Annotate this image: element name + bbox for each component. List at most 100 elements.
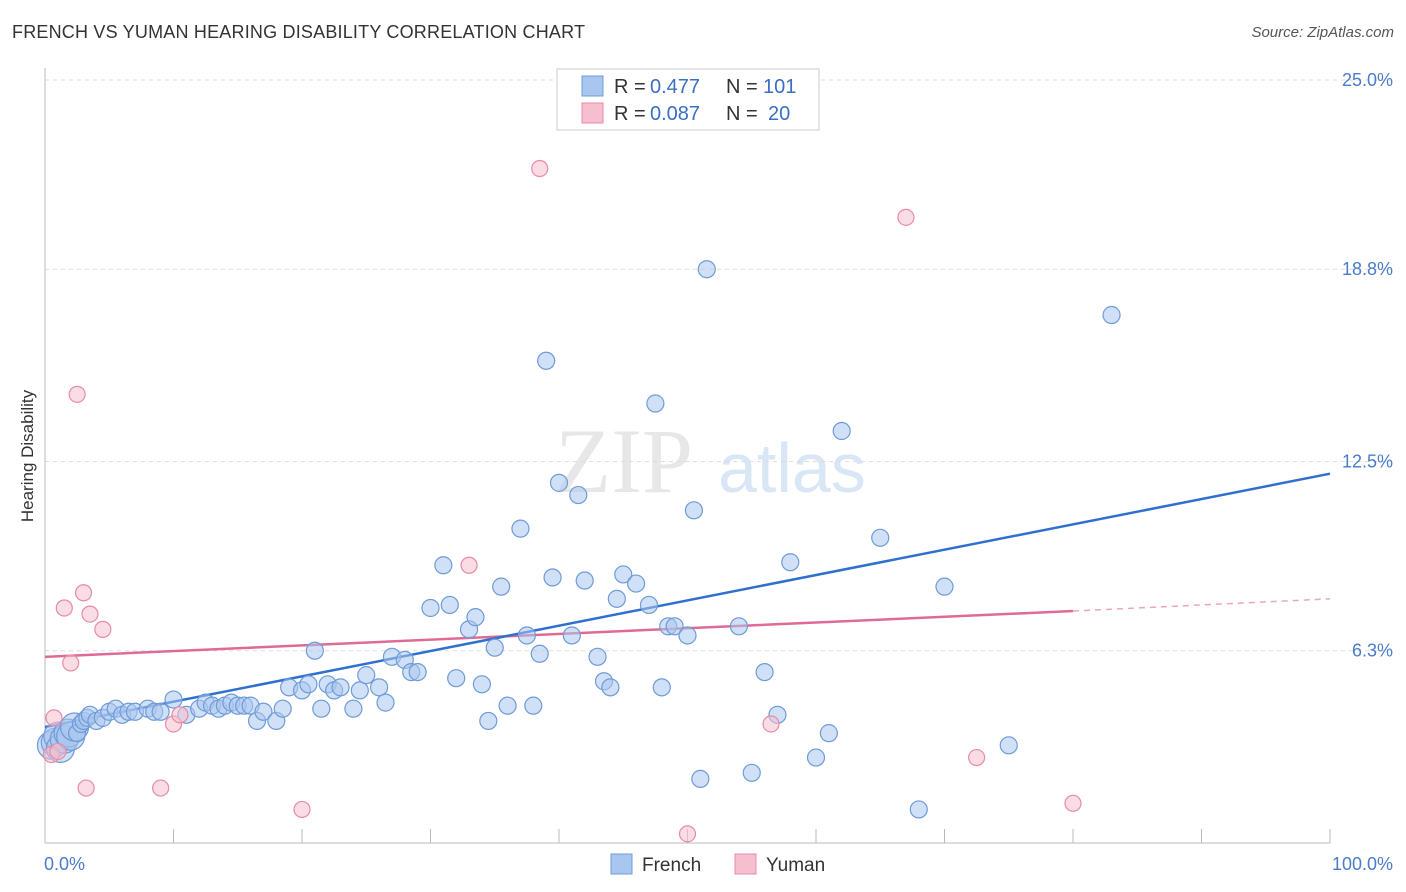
bottom-legend-french-swatch [610, 853, 633, 875]
french-point-40 [299, 675, 318, 694]
yuman-point-5 [68, 385, 86, 403]
french-point-22 [151, 702, 170, 721]
french-point-67 [517, 626, 536, 645]
yuman-point-9 [94, 620, 112, 638]
x-tick-label-1: 100.0% [1332, 854, 1393, 874]
y-tick-label-0: 6.3% [1352, 641, 1393, 661]
bottom-legend-french-label: French [642, 855, 701, 876]
french-point-50 [376, 693, 395, 712]
french-point-58 [447, 669, 466, 688]
french-point-88 [684, 501, 704, 520]
french-point-83 [646, 394, 665, 413]
french-point-74 [569, 485, 588, 505]
french-point-81 [626, 574, 646, 593]
yuman-point-14 [460, 556, 478, 574]
french-point-71 [543, 568, 562, 587]
french-point-98 [832, 421, 851, 441]
yuman-point-7 [77, 779, 95, 797]
bottom-legend-yuman-label: Yuman [766, 855, 825, 876]
points-group [36, 159, 1121, 843]
legend-french-r-label: R = [614, 76, 646, 98]
yuman-point-15 [531, 159, 549, 178]
french-point-47 [350, 681, 369, 700]
legend-yuman-n-label: N = [726, 103, 758, 125]
yuman-point-16 [678, 825, 697, 843]
french-point-64 [492, 577, 511, 596]
french-point-73 [562, 626, 581, 645]
top-legend: R = 0.477 N = 101 R = 0.087 N = 20 [556, 68, 820, 131]
french-point-79 [607, 589, 626, 608]
french-point-84 [652, 678, 671, 697]
axes [44, 68, 1331, 844]
french-point-66 [511, 519, 530, 538]
french-trend-group [44, 472, 1331, 729]
french-point-72 [549, 473, 569, 492]
chart-title: FRENCH VS YUMAN HEARING DISABILITY CORRE… [12, 22, 586, 42]
bottom-legend-yuman-swatch [734, 853, 757, 875]
french-point-95 [781, 553, 800, 572]
french-point-23 [164, 690, 183, 709]
french-point-101 [935, 577, 954, 596]
y-axis-label: Hearing Disability [18, 389, 37, 522]
french-point-62 [479, 711, 498, 731]
french-point-54 [408, 662, 427, 682]
x-tick-label-0: 0.0% [44, 854, 85, 874]
yuman-point-8 [81, 605, 99, 623]
yuman-point-10 [152, 779, 170, 797]
french-point-99 [871, 528, 890, 547]
french-point-87 [678, 626, 697, 645]
legend-french-n-label: N = [726, 76, 758, 98]
french-point-103 [1102, 305, 1121, 325]
yuman-point-1 [45, 709, 63, 727]
french-point-100 [909, 800, 928, 819]
french-point-80 [614, 565, 633, 584]
chart-source: Source: ZipAtlas.com [1251, 24, 1394, 41]
legend-yuman-swatch [581, 102, 604, 124]
yuman-point-12 [171, 706, 189, 724]
french-point-60 [466, 608, 485, 627]
watermark-atlas: atlas [718, 429, 866, 507]
french-point-78 [601, 678, 620, 697]
y-tick-label-3: 25.0% [1342, 70, 1393, 90]
french-point-46 [344, 699, 363, 718]
french-point-65 [498, 696, 517, 715]
french-point-75 [575, 571, 594, 590]
y-tick-label-2: 18.8% [1342, 259, 1393, 279]
legend-yuman-r-label: R = [614, 103, 646, 125]
legend-french-r-value: 0.477 [650, 76, 700, 98]
yuman-point-4 [62, 654, 80, 672]
yuman-point-6 [74, 584, 93, 602]
french-point-92 [742, 763, 761, 782]
yuman-trend-extension [1072, 598, 1331, 612]
yuman-point-2 [49, 742, 67, 761]
french-point-76 [588, 647, 607, 666]
french-point-45 [331, 678, 350, 697]
french-point-69 [530, 644, 549, 663]
french-point-41 [305, 641, 324, 660]
yuman-point-18 [897, 208, 915, 226]
french-point-93 [755, 662, 774, 682]
tick-labels: 6.3% 12.5% 18.8% 25.0% 0.0% 100.0% [44, 70, 1393, 874]
yuman-point-17 [762, 715, 780, 733]
french-point-55 [421, 598, 440, 618]
grid-lines [45, 79, 1392, 652]
french-point-56 [434, 556, 453, 575]
french-point-90 [697, 260, 716, 279]
french-point-70 [537, 351, 556, 370]
yuman-point-19 [968, 748, 986, 767]
yuman-trend-group [44, 598, 1331, 659]
french-point-35 [254, 702, 273, 721]
legend-yuman-n-value: 20 [768, 103, 790, 125]
yuman-trend-line [44, 609, 1074, 659]
french-point-61 [472, 675, 491, 694]
y-tick-label-1: 12.5% [1342, 452, 1393, 472]
french-point-48 [357, 666, 376, 685]
french-point-68 [524, 696, 543, 715]
french-point-86 [665, 617, 684, 636]
legend-french-n-value: 101 [763, 76, 796, 98]
french-point-91 [729, 617, 749, 636]
yuman-point-3 [55, 599, 73, 617]
french-point-102 [999, 736, 1018, 755]
bottom-legend: French Yuman [610, 853, 825, 876]
